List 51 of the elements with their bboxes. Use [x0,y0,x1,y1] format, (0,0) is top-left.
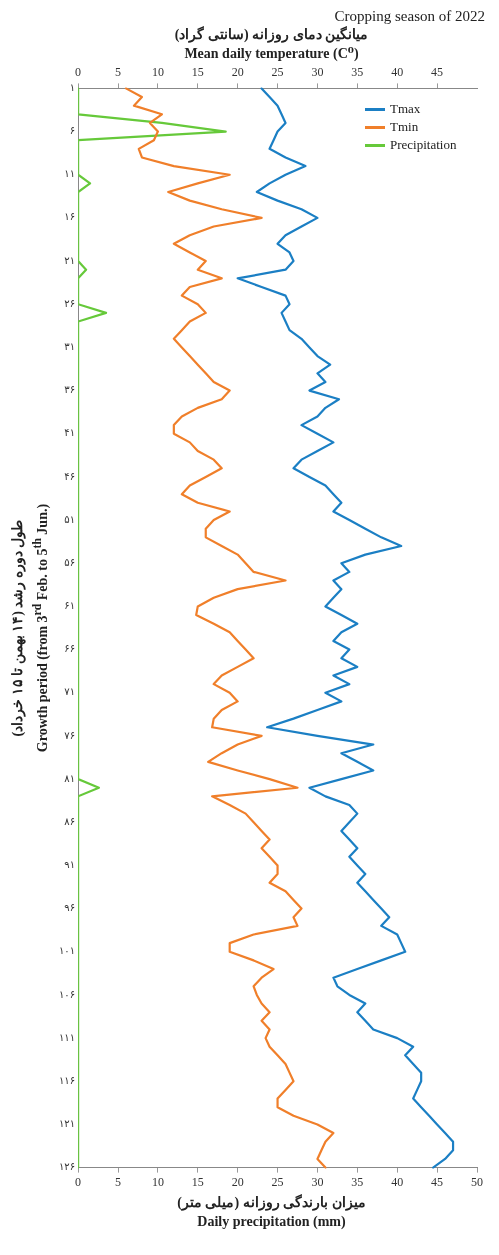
legend-label: Tmin [390,119,419,136]
x2-tick-label: 10 [151,65,164,80]
x-tick-label: 40 [391,1174,404,1189]
y-tick-label: ۵۱ [64,513,76,525]
y-tick-label: ۹۱ [64,859,76,871]
y-tick-label: ۱۱۶ [58,1074,76,1086]
y-tick-label: ۵۶ [64,556,76,568]
y-tick-label: ۲۶ [64,297,76,309]
y-tick-label: ۳۱ [64,341,76,352]
y-tick-label: ۱۱ [64,168,76,180]
x2-tick-label: 15 [191,65,204,80]
x-tick-label: 20 [231,1174,244,1189]
x2-tick-label: 45 [431,65,444,80]
y-tick-label: ۹۶ [64,902,76,914]
x-tick-label: 35 [351,1174,364,1189]
y-tick-label: ۱۲۱ [58,1118,76,1130]
x-tick-label: 25 [271,1174,284,1189]
x-tick-label: 15 [191,1174,204,1189]
y-tick-label: ۷۱ [64,686,76,698]
y-tick-label: ۶ [69,125,76,137]
y-tick-label: ۱۶ [64,211,76,223]
y-tick-label: ۴۱ [64,427,76,439]
x-tick-label: 5 [115,1174,121,1189]
y-tick-label: ۶۶ [64,643,76,655]
x2-tick-label: 25 [271,65,284,80]
y-tick-label: ۸۶ [64,815,76,827]
y-tick-label: ۳۶ [64,384,76,396]
x2-tick-label: 0 [75,65,82,80]
y-tick-label: ۷۶ [64,729,76,741]
y-tick-label: ۲۱ [64,254,76,266]
x-tick-label: 10 [151,1174,164,1189]
y-tick-label: ۱ [69,81,76,93]
legend-label: Tmax [390,101,421,118]
chart-title: Cropping season of 2022 [333,8,485,25]
x-tick-label: 50 [471,1174,483,1189]
y-tick-label: ۱۱۱ [58,1031,76,1043]
y-tick-label: ۱۰۶ [58,988,76,1000]
x-tick-label: 0 [75,1174,82,1189]
x2-tick-label: 5 [115,65,121,80]
legend-label: Precipitation [390,137,457,154]
y-tick-label: ۴۶ [64,470,76,482]
y-tick-label: ۱۰۱ [58,945,76,957]
y-tick-label: ۶۱ [64,600,76,612]
y-tick-label: ۸۱ [64,772,76,784]
x2-tick-label: 35 [351,65,364,80]
y-tick-label: ۱۲۶ [58,1161,76,1173]
x2-tick-label: 40 [391,65,404,80]
x2-tick-label: 20 [231,65,244,80]
x2-tick-label: 30 [311,65,324,80]
x-tick-label: 30 [311,1174,324,1189]
x-tick-label: 45 [431,1174,444,1189]
